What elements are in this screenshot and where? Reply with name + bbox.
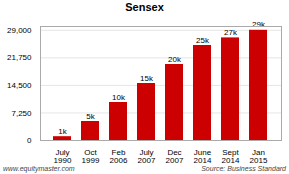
svg-text:20k: 20k — [168, 55, 182, 64]
svg-text:Oct1999: Oct1999 — [82, 148, 100, 164]
html-text:www.equitymaster.com: www.equitymaster.com — [3, 165, 75, 172]
svg-text:0: 0 — [27, 136, 32, 145]
svg-text:27k: 27k — [224, 28, 238, 37]
svg-text:21,750: 21,750 — [7, 53, 32, 62]
html-text:Source: Business Standard: Source: Business Standard — [201, 165, 286, 172]
svg-text:Feb2006: Feb2006 — [110, 148, 128, 164]
svg-text:25k: 25k — [196, 36, 210, 45]
svg-text:Jan2015: Jan2015 — [250, 148, 268, 164]
svg-text:June2014: June2014 — [194, 148, 212, 164]
svg-text:10k: 10k — [112, 93, 126, 102]
svg-text:1k: 1k — [58, 127, 67, 136]
svg-text:14,500: 14,500 — [7, 81, 32, 90]
svg-text:July2007: July2007 — [138, 148, 156, 164]
svg-text:7,250: 7,250 — [11, 109, 32, 118]
svg-text:29,000: 29,000 — [7, 26, 32, 35]
svg-text:15k: 15k — [140, 74, 154, 83]
svg-text:July1990: July1990 — [54, 148, 72, 164]
html-text:Sensex: Sensex — [125, 1, 164, 13]
svg-text:5k: 5k — [86, 112, 95, 121]
svg-text:29k: 29k — [252, 20, 266, 29]
svg-text:Sept2014: Sept2014 — [222, 148, 240, 164]
svg-text:Dec2007: Dec2007 — [166, 148, 184, 164]
